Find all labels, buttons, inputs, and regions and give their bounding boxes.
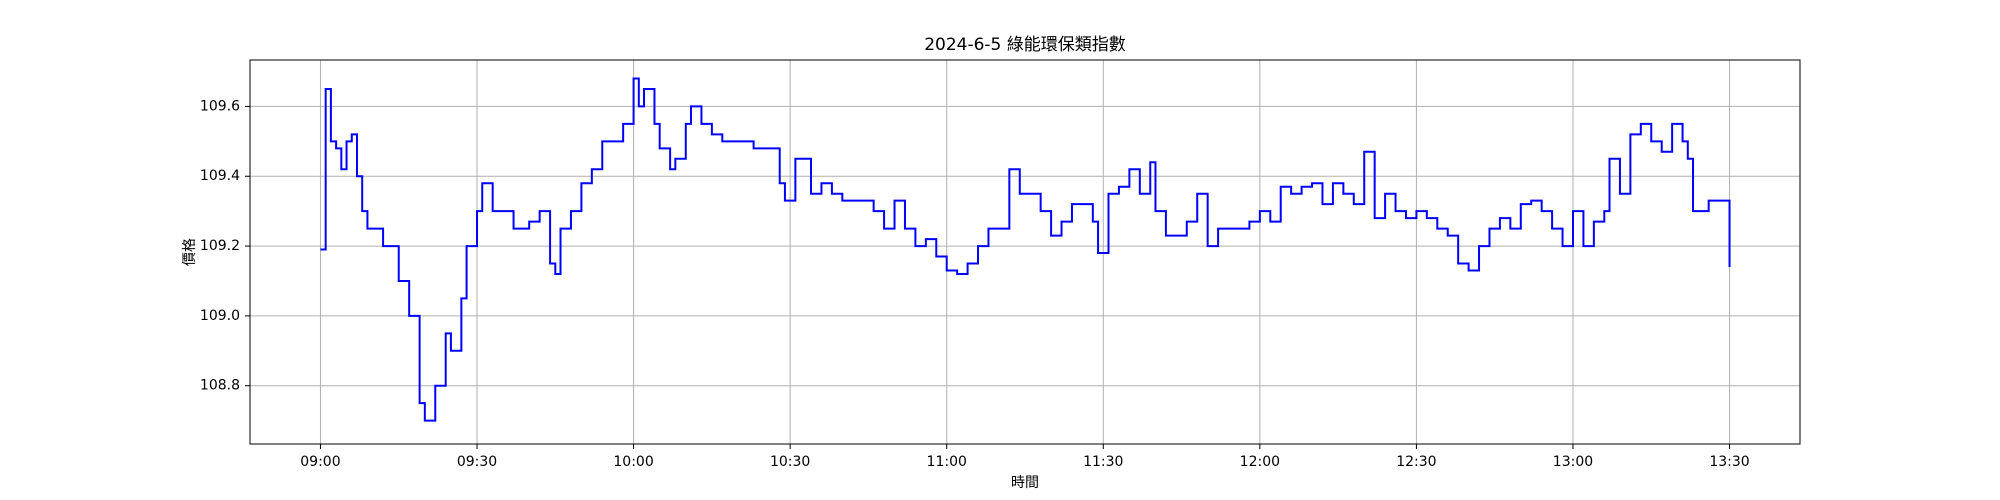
y-axis-label: 價格 — [181, 238, 198, 266]
y-tick-label: 109.2 — [200, 238, 240, 254]
y-tick-label: 109.4 — [200, 168, 240, 184]
x-tick-label: 13:00 — [1553, 454, 1593, 470]
x-tick-label: 09:00 — [300, 454, 340, 470]
x-tick-label: 11:30 — [1083, 454, 1123, 470]
y-tick-label: 109.6 — [200, 98, 240, 114]
x-tick-label: 12:30 — [1396, 454, 1436, 470]
y-tick-label: 109.0 — [200, 308, 240, 324]
y-tick-label: 108.8 — [200, 378, 240, 394]
x-tick-label: 10:00 — [613, 454, 653, 470]
x-tick-label: 10:30 — [770, 454, 810, 470]
plot-frame — [249, 59, 1801, 445]
price-line — [320, 77, 1731, 422]
x-tick-label: 09:30 — [457, 454, 497, 470]
x-tick-label: 13:30 — [1709, 454, 1749, 470]
chart-title: 2024-6-5 綠能環保類指數 — [924, 35, 1126, 55]
x-tick-label: 12:00 — [1240, 454, 1280, 470]
x-tick-label: 11:00 — [927, 454, 967, 470]
x-axis-label: 時間 — [1011, 475, 1039, 491]
